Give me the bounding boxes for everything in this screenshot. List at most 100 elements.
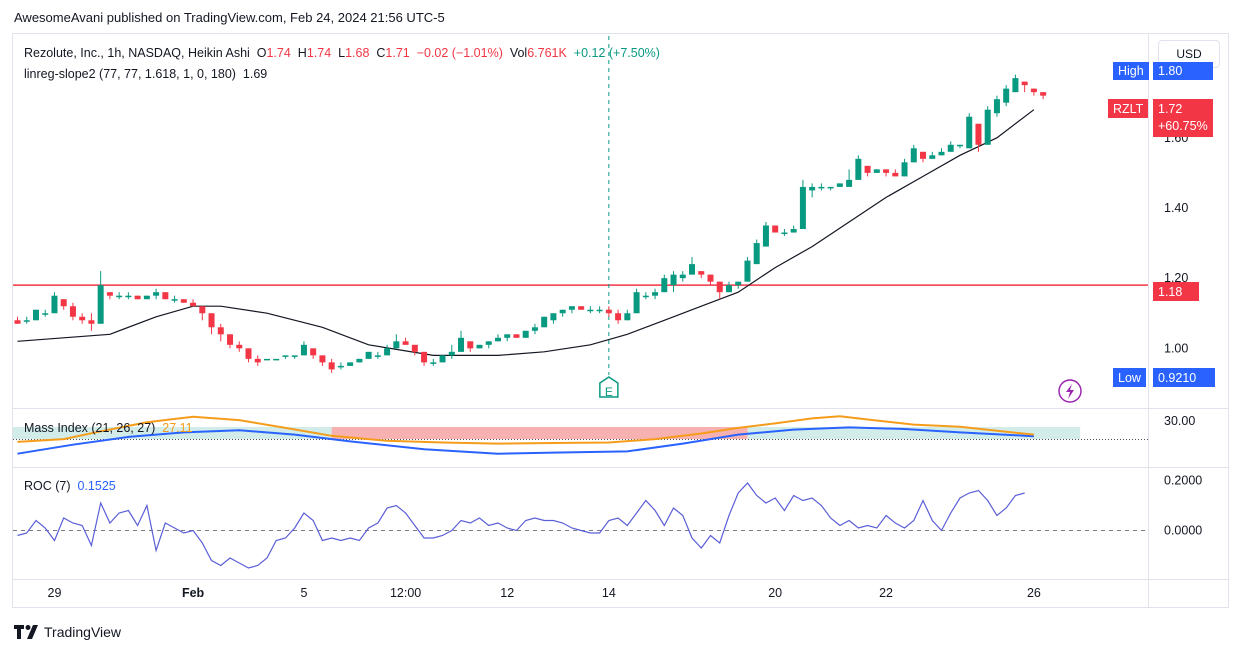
publish-line: AwesomeAvani published on TradingView.co… — [14, 10, 445, 25]
grid-lines — [13, 34, 1228, 607]
candle-body — [642, 295, 649, 298]
roc-value: 0.1525 — [77, 479, 116, 493]
candle-body — [14, 320, 21, 324]
candle-body — [365, 351, 372, 359]
candle-body — [661, 278, 668, 293]
mass-index-value: 27.11 — [162, 421, 193, 435]
time-tick-label: 5 — [300, 586, 307, 600]
candle-body — [143, 295, 150, 300]
candle-body — [966, 116, 973, 149]
chart-frame[interactable] — [12, 33, 1229, 608]
candle-body — [23, 320, 30, 322]
last-price: 1.72 — [1158, 102, 1183, 116]
candle-body — [679, 274, 686, 279]
candle-body — [439, 355, 446, 363]
brand-name: TradingView — [44, 624, 122, 640]
roc-pane — [13, 482, 1148, 569]
candle-body — [180, 299, 187, 303]
time-tick-label: 12 — [500, 586, 514, 600]
time-tick-label: 14 — [602, 586, 616, 600]
candle-body — [1012, 78, 1019, 93]
candle-body — [421, 351, 428, 363]
candle-body — [1040, 92, 1047, 96]
price-tick-label: 1.00 — [1164, 341, 1188, 355]
candle-body — [485, 341, 492, 345]
candle-body — [762, 225, 769, 247]
candle-body — [522, 330, 529, 338]
candle-body — [864, 165, 871, 173]
candle-body — [171, 299, 178, 301]
indicator-value: 1.69 — [242, 67, 268, 81]
price-tick-label: 1.40 — [1164, 201, 1188, 215]
roc-legend: ROC (7) 0.1525 — [24, 479, 116, 493]
candle-body — [735, 281, 742, 286]
candle-body — [624, 313, 631, 321]
candle-body — [716, 281, 723, 293]
candle-body — [781, 232, 788, 235]
candle-body — [476, 344, 483, 349]
candle-body — [855, 158, 862, 180]
mass-band-red — [331, 427, 748, 439]
candle-body — [531, 327, 538, 331]
mass-index-pane — [13, 415, 1148, 455]
candle-body — [929, 155, 936, 159]
lightning-icon — [1066, 384, 1074, 399]
candle-body — [134, 295, 141, 300]
price-tick-label: 1.20 — [1164, 271, 1188, 285]
close-value: 1.71 — [385, 46, 410, 60]
candle-body — [300, 344, 307, 356]
candle-body — [993, 99, 1000, 114]
tradingview-logo-icon — [14, 625, 38, 639]
candle-body — [873, 169, 880, 173]
regression-line — [17, 109, 1035, 356]
mass-baseline-line — [17, 426, 1034, 455]
roc-line — [17, 482, 1025, 569]
time-tick-label: 29 — [48, 586, 62, 600]
candle-body — [199, 306, 206, 314]
indicator-name: linreg-slope2 (77, 77, 1.618, 1, 0, 180) — [24, 67, 236, 81]
candles — [14, 74, 1047, 373]
regression-polyline — [17, 109, 1035, 356]
change-value: −0.02 (−1.01%) — [416, 46, 503, 60]
candle-body — [97, 285, 104, 324]
candle-body — [947, 144, 954, 152]
candle-body — [790, 229, 797, 233]
candle-body — [88, 320, 95, 324]
low-value-badge: 0.9210 — [1153, 368, 1215, 387]
candle-body — [430, 362, 437, 364]
candle-body — [846, 179, 853, 187]
candle-body — [892, 172, 899, 177]
candle-body — [42, 313, 49, 315]
candle-body — [596, 309, 603, 312]
candle-body — [901, 162, 908, 177]
candle-body — [106, 292, 113, 296]
volume-value: 6.761K — [527, 46, 567, 60]
candle-body — [448, 351, 455, 356]
candle-body — [347, 362, 354, 366]
earnings-marker: E — [599, 376, 619, 399]
candle-body — [51, 295, 58, 314]
mass-tick-label: 30.00 — [1164, 414, 1195, 428]
candle-body — [883, 169, 890, 173]
candle-body — [920, 151, 927, 159]
candle-body — [772, 225, 779, 233]
time-tick-label: 20 — [768, 586, 782, 600]
earnings-marker-label: E — [605, 385, 613, 399]
time-tick-label: 26 — [1027, 586, 1041, 600]
candle-body — [356, 358, 363, 363]
candle-body — [744, 260, 751, 282]
candle-body — [652, 292, 659, 296]
candle-body — [818, 186, 825, 189]
candle-body — [162, 292, 169, 300]
candle-body — [707, 274, 714, 282]
candle-body — [282, 355, 289, 357]
candle-body — [310, 348, 317, 356]
candle-body — [116, 295, 123, 298]
candle-body — [153, 292, 160, 296]
candle-body — [273, 358, 280, 361]
mass-index-legend: Mass Index (21, 26, 27) 27.11 — [24, 421, 193, 435]
brand-logo[interactable]: TradingView — [14, 624, 121, 640]
markers: E — [599, 376, 1082, 403]
